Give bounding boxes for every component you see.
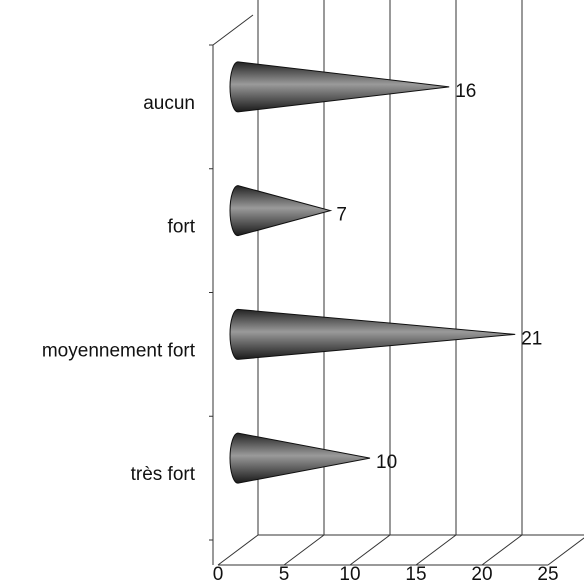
floor-line: [217, 534, 259, 566]
data-label: 7: [336, 205, 347, 226]
y-tick-label: moyennement fort: [42, 340, 196, 361]
bar: [229, 185, 333, 237]
floor-line: [547, 537, 584, 566]
bar: [229, 308, 516, 360]
x-tick-label: 5: [279, 564, 290, 582]
data-label: 16: [455, 81, 476, 102]
y-tick-label: fort: [168, 217, 196, 238]
data-label: 21: [521, 328, 542, 349]
x-tick-label: 10: [339, 564, 360, 582]
left-wall-top: [212, 14, 254, 46]
floor-line: [349, 534, 391, 566]
y-tick-label: aucun: [143, 93, 195, 114]
x-tick-label: 25: [537, 564, 558, 582]
bar: [229, 432, 371, 484]
x-tick-label: 0: [213, 564, 224, 582]
floor-line: [283, 534, 325, 566]
floor-line: [415, 534, 457, 566]
data-label: 10: [376, 452, 397, 473]
x-tick-label: 15: [405, 564, 426, 582]
floor-line: [481, 534, 523, 566]
bar: [229, 61, 450, 113]
y-tick-label: très fort: [131, 464, 196, 485]
x-tick-label: 20: [471, 564, 492, 582]
